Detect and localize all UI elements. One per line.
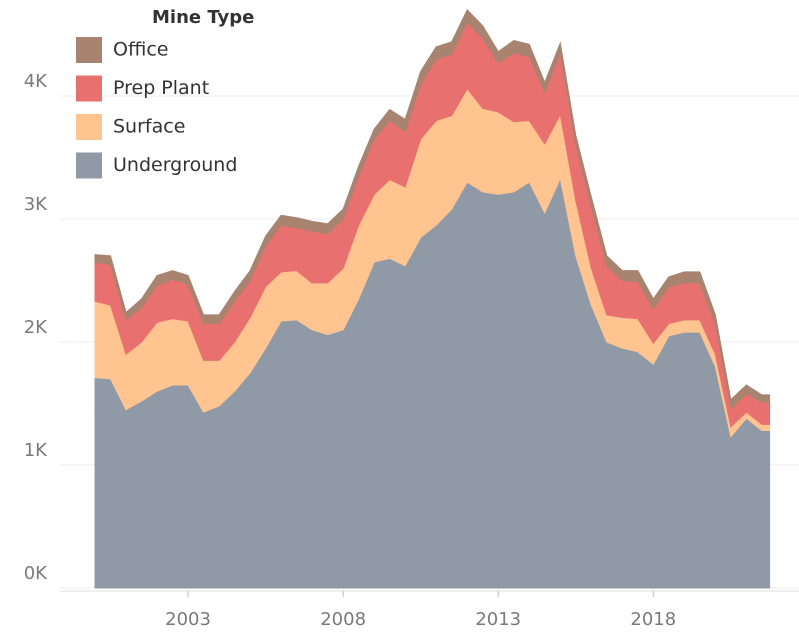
- legend: Mine Type Office Prep Plant Surface Undergr…: [76, 7, 254, 179]
- y-tick-label: 4K: [24, 71, 48, 92]
- axes: 0K 1K 2K 3K 4K 2003 2008 2013 2018: [24, 71, 799, 630]
- areas: [94, 8, 771, 589]
- area: [94, 8, 771, 410]
- legend-swatch: [76, 37, 102, 63]
- y-tick-label: 2K: [24, 317, 48, 338]
- x-tick-label: 2008: [320, 609, 366, 630]
- legend-title: Mine Type: [152, 7, 254, 28]
- x-tick-label: 2003: [165, 609, 211, 630]
- y-tick-label: 3K: [24, 194, 48, 215]
- legend-label: Office: [113, 39, 168, 61]
- legend-swatch: [76, 75, 102, 102]
- x-tick-label: 2013: [475, 609, 521, 630]
- legend-swatch: [76, 114, 102, 140]
- y-tick-label: 0K: [24, 563, 48, 584]
- legend-label: Underground: [113, 154, 237, 176]
- x-tick-label: 2018: [630, 609, 676, 630]
- legend-label: Prep Plant: [113, 77, 209, 99]
- legend-swatch: [76, 152, 102, 179]
- y-tick-label: 1K: [24, 440, 48, 461]
- legend-label: Surface: [113, 116, 185, 138]
